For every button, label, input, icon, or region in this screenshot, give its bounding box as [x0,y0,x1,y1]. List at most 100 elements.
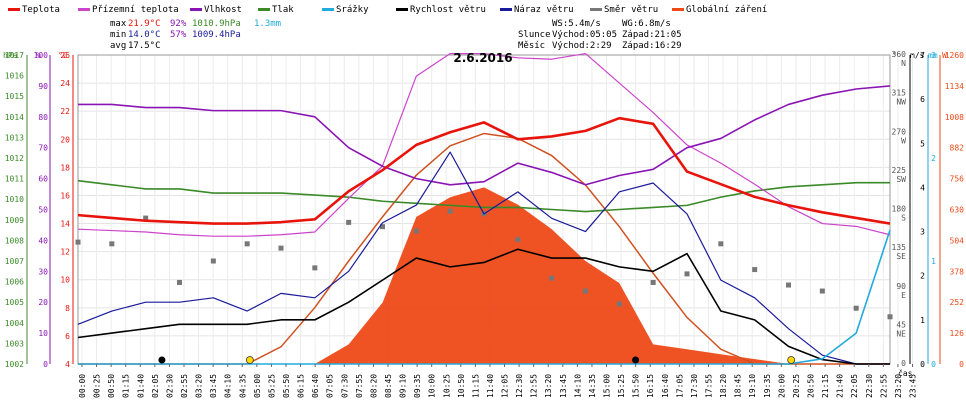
legend-swatch-humidity [190,8,202,11]
wind-direction-point [143,215,149,221]
wind-tick: 3 [920,228,925,237]
wind-direction-point [549,275,555,281]
radiation-tick: 0 [959,360,964,369]
x-tick-label: 09:10 [399,374,408,398]
stat-max-rain: 1.3mm [254,19,281,29]
wind-tick: 0 [920,360,925,369]
stat-max-temperature: 21.9°C [128,19,161,29]
pressure-tick: 1006 [5,278,24,287]
x-tick-label: 10:25 [442,374,451,398]
wind-direction-point [583,288,588,294]
chart-marks [75,52,893,365]
radiation-tick: 756 [950,175,965,184]
direction-name: NW [896,98,906,107]
temperature-tick: 16 [60,191,70,200]
direction-tick: 45 [896,320,906,329]
legend-swatch-radiation [672,8,684,11]
stat-min-label: min [110,30,126,40]
unit-time: čas [898,368,913,378]
direction-tick: 360 [892,50,907,59]
x-tick-label: 16:40 [661,374,670,398]
pressure-tick: 1015 [5,92,24,101]
x-tick-label: 10:00 [428,374,437,398]
wind-direction-point [312,265,318,271]
x-tick-label: 01:15 [122,374,131,398]
rain-tick: 1 [931,257,936,266]
wind-direction-point [718,241,724,247]
x-tick-label: 14:10 [573,374,582,398]
x-tick-label: 03:45 [209,374,218,398]
radiation-tick: 882 [950,144,965,153]
x-tick-label: 12:30 [515,374,524,398]
wind-tick: 1 [920,316,925,325]
x-axis: 00:00 00:25 00:50 01:15 01:40 02:05 02:30 02:55… [78,364,917,398]
pressure-tick: 1009 [5,216,24,225]
temperature-tick: 20 [60,135,70,144]
x-tick-label: 05:25 [267,374,276,398]
sunrise: Východ:05:05 [552,30,617,40]
x-tick-label: 17:55 [705,374,714,398]
wind-direction-point [650,279,656,285]
x-tick-label: 20:00 [777,374,786,398]
sun-label: Slunce [518,30,551,40]
x-tick-label: 02:55 [180,374,189,398]
x-tick-label: 10:50 [457,374,466,398]
x-tick-label: 11:15 [471,374,480,398]
radiation-tick: 1008 [945,113,964,122]
wind-direction-point [853,305,859,311]
temperature-tick: 4 [65,360,70,369]
wind-direction-point [684,271,690,277]
x-tick-label: 13:45 [559,374,568,398]
series-wind-speed [77,248,890,365]
radiation-tick: 504 [950,236,965,245]
sunset-marker [787,356,796,364]
x-tick-label: 20:25 [792,374,801,398]
pressure-tick: 1010 [5,195,24,204]
direction-name: SE [896,252,906,261]
x-tick-label: 22:05 [850,374,859,398]
pressure-tick: 1007 [5,257,24,266]
humidity-tick: 20 [38,298,48,307]
x-tick-label: 19:10 [748,374,757,398]
chart-title: 2.6.2016 [453,51,512,65]
humidity-tick: 90 [38,82,48,91]
series-global-radiation [78,187,890,364]
pressure-tick: 1016 [5,72,24,81]
right-axes: 360N315NW270W225SW180S135SE90E45NE076543… [892,50,965,369]
x-tick-label: 15:25 [617,374,626,398]
temperature-tick: 12 [60,248,70,257]
rain-tick: 0 [931,360,936,369]
direction-name: N [901,59,906,68]
unit-celsius: °C [58,51,68,60]
x-tick-label: 00:25 [93,374,102,398]
x-tick-label: 19:35 [763,374,772,398]
humidity-tick: 100 [34,51,49,60]
x-tick-label: 12:55 [530,374,539,398]
moonset: Západ:16:29 [622,41,682,51]
wind-direction-point [887,314,893,320]
pressure-tick: 1011 [5,175,24,184]
legend-swatch-wind-speed [396,8,408,11]
humidity-tick: 60 [38,175,48,184]
x-tick-label: 13:20 [544,374,553,398]
x-tick-label: 23:20 [894,374,903,398]
x-tick-label: 02:30 [165,374,174,398]
series-humidity [78,85,891,186]
x-tick-label: 07:30 [340,374,349,398]
x-tick-label: 03:20 [195,374,204,398]
humidity-tick: 50 [38,206,48,215]
radiation-tick: 378 [950,267,965,276]
legend-wind-speed: Rychlost větru [410,5,486,15]
wind-direction-point [278,245,284,251]
x-tick-label: 12:05 [501,374,510,398]
pressure-tick: 1012 [5,154,24,163]
x-tick-label: 00:50 [107,374,116,398]
legend-swatch-temperature [8,8,20,11]
series-ground-temperature [77,52,891,237]
wind-tick: 5 [920,139,925,148]
direction-name: SW [896,175,906,184]
wind-direction-point [786,282,791,288]
wind-direction-point [177,279,182,285]
x-tick-label: 23:45 [908,374,917,398]
x-tick-label: 15:00 [603,374,612,398]
